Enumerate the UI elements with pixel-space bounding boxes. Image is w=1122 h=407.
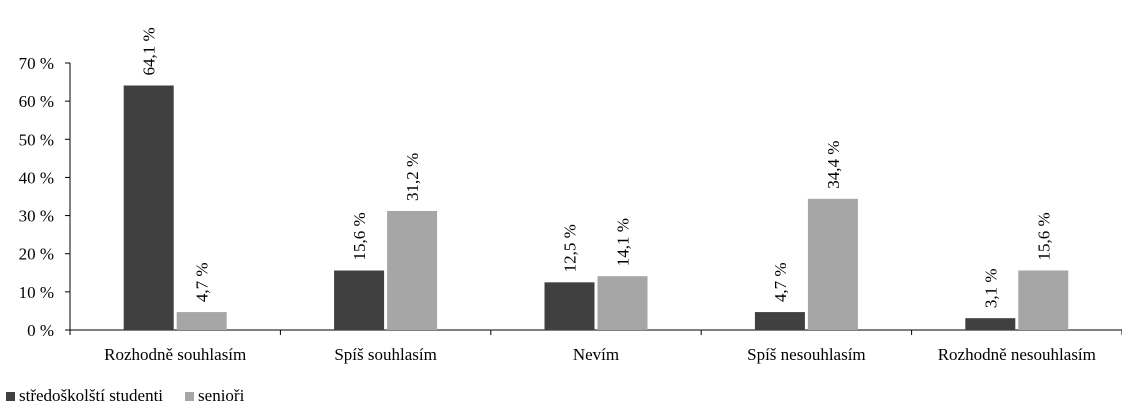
category-label: Rozhodně souhlasím bbox=[104, 345, 246, 364]
y-tick-label: 10 % bbox=[19, 283, 54, 302]
legend-item-students: středoškolští studenti bbox=[6, 386, 163, 406]
data-label: 15,6 % bbox=[1034, 212, 1053, 260]
data-label: 34,4 % bbox=[824, 141, 843, 189]
legend-item-seniors: senioři bbox=[185, 386, 244, 406]
bars bbox=[123, 85, 1069, 330]
bar-seniors bbox=[597, 276, 648, 330]
data-labels: 64,1 % 4,7 % 15,6 % 31,2 % 12,5 % 14,1 % 4,7 %… bbox=[140, 27, 1054, 308]
y-tick-label: 60 % bbox=[19, 92, 54, 111]
data-label: 12,5 % bbox=[561, 224, 580, 272]
bar-seniors bbox=[176, 312, 227, 330]
bar-students bbox=[334, 270, 385, 330]
bar-seniors bbox=[807, 198, 858, 330]
category-label: Spíš souhlasím bbox=[334, 345, 437, 364]
category-labels: Rozhodně souhlasím Spíš souhlasím Nevím Spí… bbox=[104, 345, 1096, 364]
legend-label-seniors: senioři bbox=[198, 386, 245, 405]
y-tick-label: 50 % bbox=[19, 130, 54, 149]
y-tick-label: 20 % bbox=[19, 245, 54, 264]
data-label: 14,1 % bbox=[614, 218, 633, 266]
legend: středoškolští studenti senioři bbox=[6, 386, 266, 406]
data-label: 64,1 % bbox=[140, 27, 159, 75]
bar-students bbox=[123, 85, 174, 330]
bar-seniors bbox=[1018, 270, 1069, 330]
y-tick-label: 70 % bbox=[19, 54, 54, 73]
legend-swatch-seniors bbox=[185, 391, 195, 401]
data-label: 4,7 % bbox=[193, 262, 212, 302]
legend-label-students: středoškolští studenti bbox=[19, 386, 164, 405]
y-tick-label: 0 % bbox=[27, 321, 54, 340]
bar-students bbox=[544, 282, 595, 330]
bar-chart: 0 % 10 % 20 % 30 % 40 % 50 % 60 % 70 % Rozhodně… bbox=[19, 27, 1122, 364]
y-tick-label: 30 % bbox=[19, 207, 54, 226]
bar-students bbox=[754, 312, 805, 330]
bar-students bbox=[965, 318, 1016, 330]
data-label: 4,7 % bbox=[771, 262, 790, 302]
category-label: Nevím bbox=[573, 345, 619, 364]
data-label: 31,2 % bbox=[403, 153, 422, 201]
legend-swatch-students bbox=[6, 391, 15, 401]
bar-seniors bbox=[387, 210, 438, 330]
data-label: 3,1 % bbox=[981, 269, 1000, 309]
y-axis: 0 % 10 % 20 % 30 % 40 % 50 % 60 % 70 % bbox=[19, 54, 71, 340]
y-tick-label: 40 % bbox=[19, 168, 54, 187]
category-label: Spíš nesouhlasím bbox=[747, 345, 866, 364]
x-axis bbox=[69, 329, 1122, 335]
category-label: Rozhodně nesouhlasím bbox=[938, 345, 1096, 364]
data-label: 15,6 % bbox=[350, 212, 369, 260]
